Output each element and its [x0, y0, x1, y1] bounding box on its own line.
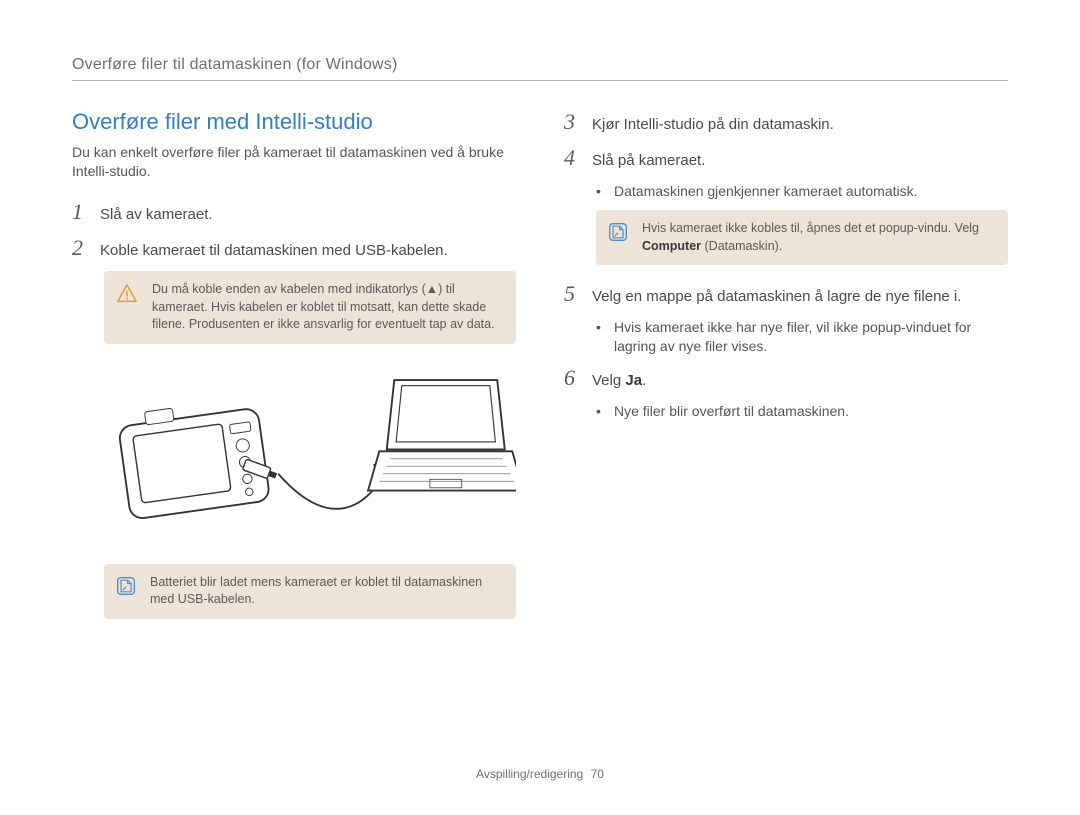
step-4-bullet: • Datamaskinen gjenkjenner kameraet auto… — [596, 182, 1008, 201]
note-icon — [116, 576, 136, 602]
page-number: 70 — [591, 767, 604, 781]
step-number: 1 — [72, 199, 90, 225]
right-column: 3 Kjør Intelli-studio på din datamaskin.… — [564, 109, 1008, 635]
step-5: 5 Velg en mappe på datamaskinen å lagre … — [564, 281, 1008, 307]
step-text: Slå på kameraet. — [592, 151, 705, 171]
step-number: 4 — [564, 145, 582, 171]
content-columns: Overføre filer med Intelli-studio Du kan… — [72, 109, 1008, 635]
section-title: Overføre filer med Intelli-studio — [72, 109, 516, 135]
step-6-bullet: • Nye filer blir overført til datamaskin… — [596, 402, 1008, 421]
page-footer: Avspilling/redigering 70 — [0, 767, 1080, 781]
bullet-dot: • — [596, 318, 606, 356]
bullet-text: Hvis kameraet ikke har nye filer, vil ik… — [614, 318, 1008, 356]
warning-text: Du må koble enden av kabelen med indikat… — [152, 281, 502, 334]
step-4: 4 Slå på kameraet. — [564, 145, 1008, 171]
step-text: Velg en mappe på datamaskinen å lagre de… — [592, 287, 961, 307]
step-2: 2 Koble kameraet til datamaskinen med US… — [72, 235, 516, 261]
step-6: 6 Velg Ja. — [564, 365, 1008, 391]
note-callout: Batteriet blir ladet mens kameraet er ko… — [104, 564, 516, 619]
step-text: Velg Ja. — [592, 371, 646, 391]
step-text: Kjør Intelli-studio på din datamaskin. — [592, 115, 834, 135]
step-5-bullet: • Hvis kameraet ikke har nye filer, vil … — [596, 318, 1008, 356]
note-text: Hvis kameraet ikke kobles til, åpnes det… — [642, 220, 994, 255]
step-1: 1 Slå av kameraet. — [72, 199, 516, 225]
step-3: 3 Kjør Intelli-studio på din datamaskin. — [564, 109, 1008, 135]
step-number: 3 — [564, 109, 582, 135]
bullet-dot: • — [596, 182, 606, 201]
step-text: Slå av kameraet. — [100, 205, 213, 225]
warning-icon — [116, 283, 138, 311]
step-number: 6 — [564, 365, 582, 391]
left-column: Overføre filer med Intelli-studio Du kan… — [72, 109, 516, 635]
step-number: 5 — [564, 281, 582, 307]
footer-section: Avspilling/redigering — [476, 767, 583, 781]
note-text: Batteriet blir ladet mens kameraet er ko… — [150, 574, 502, 609]
bullet-text: Datamaskinen gjenkjenner kameraet automa… — [614, 182, 918, 201]
step-number: 2 — [72, 235, 90, 261]
bullet-text: Nye filer blir overført til datamaskinen… — [614, 402, 849, 421]
warning-callout: Du må koble enden av kabelen med indikat… — [104, 271, 516, 344]
connection-illustration — [104, 360, 516, 550]
note-icon — [608, 222, 628, 248]
intro-text: Du kan enkelt overføre filer på kameraet… — [72, 143, 516, 181]
step-text: Koble kameraet til datamaskinen med USB-… — [100, 241, 448, 261]
breadcrumb: Overføre filer til datamaskinen (for Win… — [72, 56, 1008, 81]
bullet-dot: • — [596, 402, 606, 421]
note-callout: Hvis kameraet ikke kobles til, åpnes det… — [596, 210, 1008, 265]
